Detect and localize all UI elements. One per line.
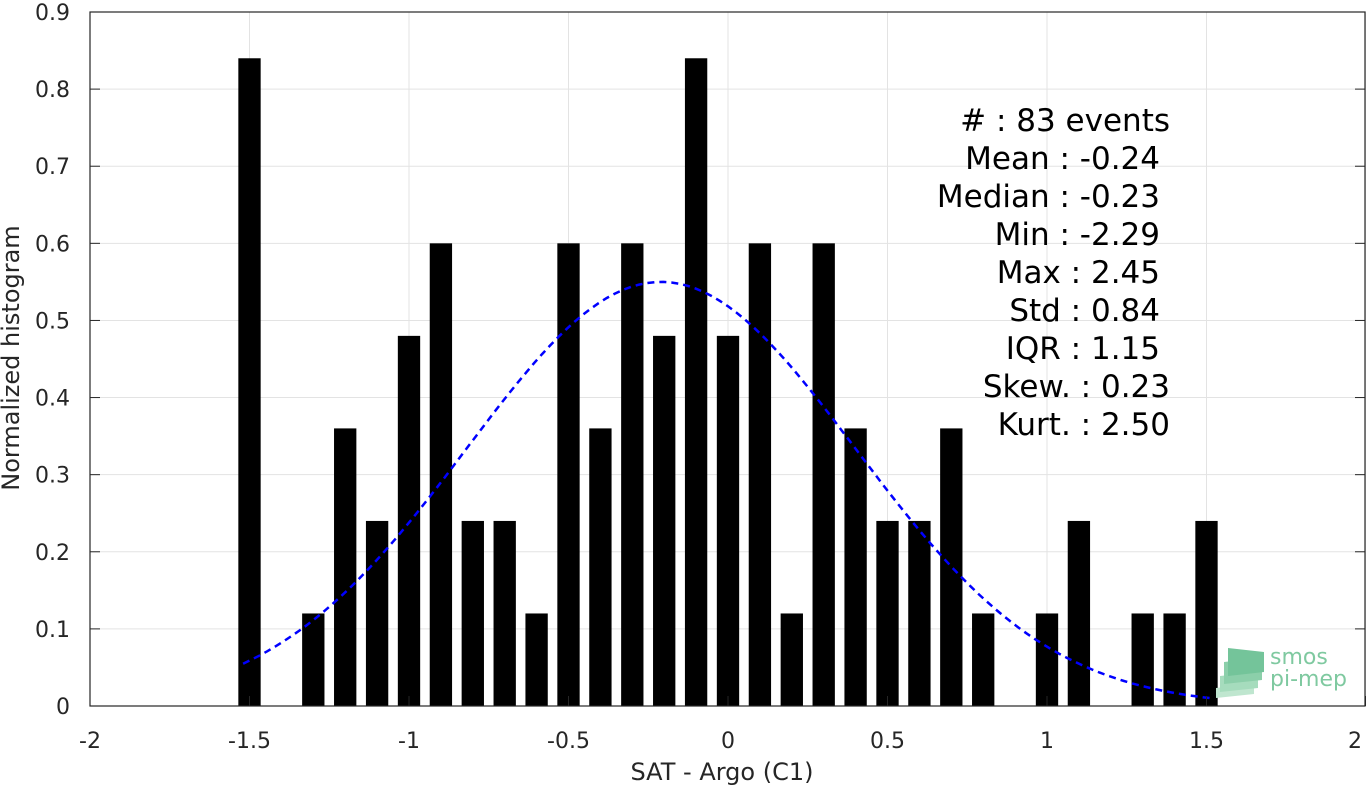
- stat-std: Std : 0.84: [1009, 293, 1160, 329]
- axes-box: [89, 11, 1366, 707]
- x-tick-label: -2: [79, 729, 101, 754]
- y-tick-label: 0.8: [35, 78, 70, 103]
- histogram-bar: [812, 243, 835, 707]
- stat-skew: Skew. : 0.23: [983, 369, 1170, 405]
- x-tick-label: -0.5: [547, 729, 590, 754]
- y-tick-label: 0.2: [35, 541, 70, 566]
- x-tick-label: 1: [1040, 729, 1054, 754]
- histogram-bar: [780, 613, 803, 706]
- histogram-bar: [334, 428, 357, 706]
- smos-pimep-logo: smos pi-mep: [1216, 645, 1347, 698]
- histogram-bar: [1035, 613, 1059, 706]
- stat-median: Median : -0.23: [937, 179, 1160, 215]
- stats-annotation: # : 83 events Mean : -0.24 Median : -0.2…: [937, 103, 1170, 443]
- histogram-bar: [748, 243, 772, 707]
- histogram-bar: [876, 520, 899, 706]
- histogram-bar: [429, 243, 453, 707]
- histogram-bar: [1195, 520, 1218, 706]
- logo-layers-icon: [1216, 648, 1264, 698]
- logo-line1: smos: [1270, 645, 1328, 670]
- histogram-bar: [908, 520, 931, 706]
- histogram-bar: [461, 520, 484, 706]
- stat-iqr: IQR : 1.15: [1006, 331, 1160, 367]
- x-tick-label: -1.5: [228, 729, 271, 754]
- y-tick-label: 0.3: [35, 464, 70, 489]
- y-tick-label: 0.5: [35, 309, 70, 334]
- y-tick-label: 0.1: [35, 618, 70, 643]
- histogram-bar: [844, 428, 867, 706]
- x-tick-label: -1: [398, 729, 420, 754]
- histogram-bar: [621, 243, 644, 707]
- histogram-bar: [716, 335, 740, 706]
- histogram-bar: [557, 243, 580, 707]
- histogram-bar: [1067, 520, 1091, 706]
- histogram-bar: [238, 58, 261, 707]
- histogram-bar: [972, 613, 995, 706]
- histogram-bar: [493, 520, 516, 706]
- x-tick-label: 0: [721, 729, 735, 754]
- histogram-bar: [302, 613, 325, 706]
- stat-count: # : 83 events: [960, 103, 1170, 139]
- histogram-bar: [1163, 613, 1186, 706]
- x-tick-label: 0.5: [870, 729, 905, 754]
- y-tick-label: 0.9: [35, 1, 70, 26]
- histogram-bar: [684, 58, 708, 707]
- x-tick-labels: -2 -1.5 -1 -0.5 0 0.5 1 1.5 2: [79, 729, 1362, 754]
- x-axis-title: SAT - Argo (C1): [631, 758, 814, 786]
- histogram-bar: [940, 428, 963, 706]
- stat-min: Min : -2.29: [995, 217, 1160, 253]
- y-tick-label: 0.7: [35, 155, 70, 180]
- x-tick-label: 1.5: [1189, 729, 1224, 754]
- stat-mean: Mean : -0.24: [965, 141, 1160, 177]
- histogram-bar: [589, 428, 612, 706]
- y-tick-label: 0: [56, 695, 70, 720]
- y-axis-title: Normalized histogram: [0, 225, 25, 490]
- stat-max: Max : 2.45: [997, 255, 1160, 291]
- histogram-bar: [525, 613, 548, 706]
- y-tick-labels: 0 0.1 0.2 0.3 0.4 0.5 0.6 0.7 0.8 0.9: [35, 1, 70, 720]
- normal-fit-curve: [242, 280, 1214, 700]
- x-tick-label: 2: [1348, 729, 1362, 754]
- histogram-bar: [1131, 613, 1154, 706]
- logo-line2: pi-mep: [1270, 667, 1347, 692]
- y-tick-label: 0.6: [35, 232, 70, 257]
- y-tick-label: 0.4: [35, 387, 70, 412]
- bar-series: [238, 58, 1218, 707]
- histogram-bar: [365, 520, 389, 706]
- histogram-bar: [653, 335, 676, 706]
- stat-kurt: Kurt. : 2.50: [998, 407, 1170, 443]
